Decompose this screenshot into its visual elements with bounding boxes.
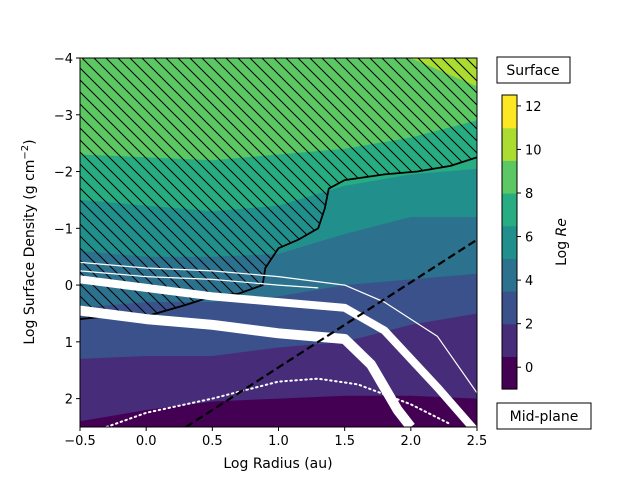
colorbar-segment — [502, 95, 517, 129]
colorbar-segment — [502, 193, 517, 227]
colorbar-tick-label: 6 — [525, 231, 533, 246]
x-tick-label: 0.0 — [136, 434, 157, 449]
y-axis: −4 −3 −2 −1 0 1 2 — [54, 52, 80, 408]
y-tick-label: −3 — [54, 109, 73, 124]
x-axis-label: Log Radius (au) — [223, 456, 332, 472]
y-tick-label: 0 — [65, 279, 73, 294]
series-line-dotted-white — [105, 377, 452, 427]
hatched-region-outline — [80, 156, 477, 320]
series-line-thin-white-in-hatch — [80, 270, 319, 289]
x-tick-label: 2.5 — [467, 434, 488, 449]
y-axis-label-main: Log Surface Density (g cm — [22, 160, 38, 345]
colorbar-tick-label: 12 — [525, 100, 542, 115]
colorbar-ticks: 0 2 4 6 8 10 12 — [517, 100, 542, 376]
series-line-thin-white — [80, 261, 477, 394]
colorbar-segment — [502, 127, 517, 161]
x-tick-label: 1.5 — [334, 434, 355, 449]
y-tick-label: −2 — [54, 166, 73, 181]
series-line-thick-white-lower — [80, 305, 415, 427]
colorbar-tick-label: 4 — [525, 274, 533, 289]
y-axis-label-close: ) — [22, 139, 38, 144]
plot-area — [80, 58, 477, 427]
y-axis-label: Log Surface Density (g cm−2) — [20, 139, 38, 344]
x-tick-label: 2.0 — [400, 434, 421, 449]
colorbar-label-italic: Re — [554, 218, 570, 236]
series-lines — [80, 238, 477, 427]
colorbar-tick-label: 0 — [525, 361, 533, 376]
x-tick-label: 0.5 — [202, 434, 223, 449]
x-axis: −0.5 0.0 0.5 1.0 1.5 2.0 2.5 — [64, 427, 487, 449]
y-tick-label: −4 — [54, 52, 73, 67]
y-axis-label-exponent: −2 — [20, 145, 31, 160]
colorbar-segment — [502, 323, 517, 357]
y-tick-label: −1 — [54, 222, 73, 237]
colorbar-tick-label: 2 — [525, 318, 533, 333]
series-line-thick-white-upper — [80, 275, 477, 427]
colorbar-tick-label: 8 — [525, 187, 533, 202]
hatched-region — [80, 58, 477, 320]
colorbar-tick-label: 10 — [525, 143, 542, 158]
colorbar-frame — [501, 94, 518, 390]
surface-annotation-box — [496, 56, 571, 84]
y-tick-label: 2 — [65, 393, 73, 408]
colorbar-label-plain: Log — [554, 236, 570, 265]
midplane-annotation: Mid-plane — [510, 409, 579, 425]
y-tick-label: 1 — [65, 336, 73, 351]
colorbar-label: Log Re — [554, 218, 570, 266]
midplane-annotation-box — [496, 402, 592, 430]
colorbar-segment — [502, 225, 517, 259]
colorbar — [502, 95, 517, 390]
surface-annotation: Surface — [506, 63, 559, 79]
colorbar-segment — [502, 356, 517, 390]
x-tick-label: 1.0 — [268, 434, 289, 449]
series-line-dashed-black — [185, 238, 477, 427]
colorbar-segment — [502, 291, 517, 325]
colorbar-segment — [502, 160, 517, 194]
colorbar-segment — [502, 258, 517, 292]
x-tick-label: −0.5 — [64, 434, 96, 449]
